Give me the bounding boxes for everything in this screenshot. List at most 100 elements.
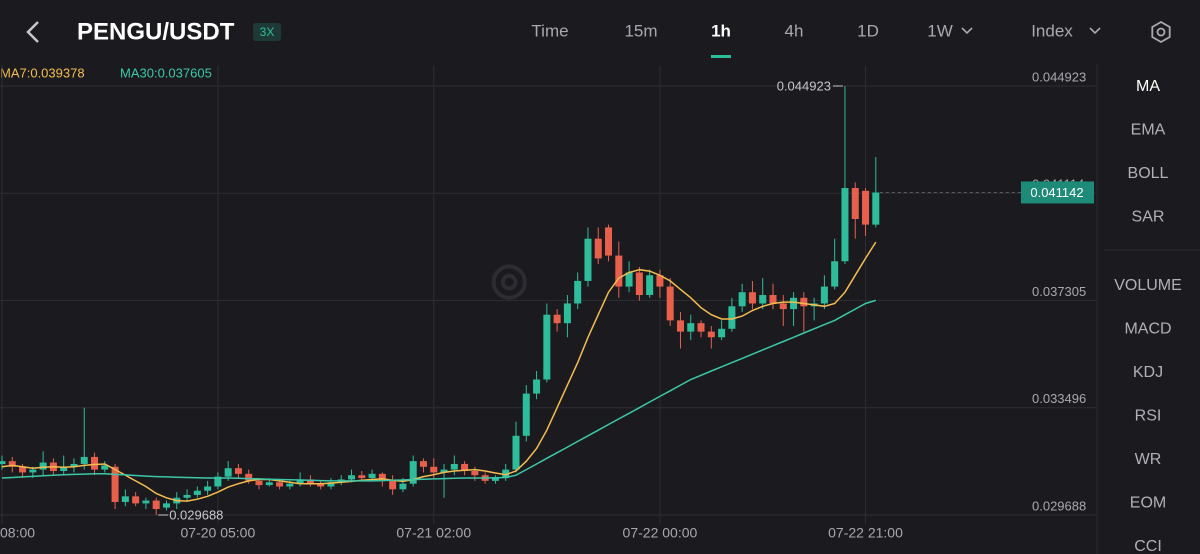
tab[interactable]: 1h	[711, 21, 731, 40]
ma-line	[1, 241, 877, 502]
candle-body	[574, 280, 582, 304]
back-button[interactable]	[26, 21, 39, 43]
tab[interactable]: 4h	[785, 21, 804, 40]
candle-body	[790, 297, 798, 310]
sub-indicator-option[interactable]: EOM	[1130, 495, 1166, 512]
sub-indicator-option[interactable]: MACD	[1124, 321, 1171, 338]
sub-indicator-option[interactable]: CCI	[1134, 538, 1162, 554]
candle-body	[748, 292, 756, 304]
candle-body	[39, 462, 47, 470]
candle-body	[676, 320, 684, 332]
pair-title: PENGU/USDT	[77, 18, 235, 45]
sub-indicator-option[interactable]: WR	[1135, 451, 1162, 468]
candle-body	[430, 466, 438, 473]
candle-body	[358, 475, 366, 479]
candle-body	[491, 478, 499, 481]
indicator-option[interactable]: EMA	[1131, 122, 1166, 139]
candle-body	[707, 331, 715, 338]
tab[interactable]: Index	[1031, 21, 1073, 40]
y-tick-label: 0.033496	[1032, 391, 1086, 406]
candle-body	[779, 303, 787, 310]
last-price-box	[1021, 181, 1094, 204]
candle-body	[214, 476, 222, 487]
ma-line	[1, 299, 877, 482]
x-tick-label: 07-22 00:00	[623, 525, 698, 541]
candle-body	[502, 469, 510, 479]
ma7-legend: MA7:0.039378	[0, 65, 85, 80]
candle-body	[769, 295, 777, 304]
candle-body	[368, 473, 376, 479]
ma30-legend: MA30:0.037605	[120, 65, 212, 80]
candle-body	[60, 466, 68, 472]
candle-body	[419, 461, 427, 467]
candle-body	[533, 379, 541, 394]
candle-body	[841, 188, 849, 262]
candle-body	[378, 473, 386, 481]
watermark: ◎	[490, 255, 528, 304]
candle-body	[29, 469, 37, 473]
candle-body	[820, 286, 828, 304]
candle-body	[193, 490, 201, 495]
candle-body	[204, 486, 212, 491]
candle-body	[872, 192, 880, 225]
candle-body	[70, 463, 78, 467]
candle-body	[152, 500, 160, 510]
candle-body	[245, 473, 253, 481]
candle-body	[162, 503, 170, 508]
candle-body	[543, 314, 551, 380]
candle-body	[183, 494, 191, 498]
candle-body	[317, 483, 325, 487]
candle-body	[646, 275, 654, 296]
tab[interactable]: 15m	[624, 21, 657, 40]
dropdown-arrow	[1089, 27, 1101, 35]
candle-body	[389, 480, 397, 490]
sub-indicator-option[interactable]: VOLUME	[1114, 277, 1182, 294]
indicator-option[interactable]: MA	[1136, 78, 1160, 95]
x-tick-label: 07-22 21:00	[828, 525, 903, 541]
candle-body	[851, 188, 859, 219]
candle-body	[101, 465, 109, 470]
candle-body	[738, 292, 746, 307]
indicator-option[interactable]: SAR	[1132, 209, 1165, 226]
sub-indicator-option[interactable]: KDJ	[1133, 364, 1163, 381]
candle-body	[409, 461, 417, 484]
candle-body	[759, 295, 767, 304]
candle-body	[584, 238, 592, 281]
candle-body	[8, 461, 16, 467]
gear-center	[1156, 27, 1166, 37]
candle-body	[563, 303, 571, 324]
tab[interactable]: 1D	[857, 21, 879, 40]
dropdown-arrow	[961, 27, 973, 35]
tab[interactable]: Time	[531, 21, 568, 40]
candle-body	[111, 466, 119, 502]
candle-body	[656, 275, 664, 287]
candle-body	[450, 463, 458, 470]
candle-body	[348, 475, 356, 480]
high-label: 0.044923	[777, 78, 831, 93]
candle-body	[327, 482, 335, 487]
candle-body	[800, 297, 808, 307]
sub-indicator-option[interactable]: RSI	[1135, 408, 1162, 425]
candle-body	[286, 483, 294, 487]
leverage-badge	[253, 23, 281, 41]
candle-body	[666, 286, 674, 321]
candle-body	[471, 471, 479, 476]
indicator-option[interactable]: BOLL	[1128, 165, 1169, 182]
y-tick-label: 0.037305	[1032, 284, 1086, 299]
candle-body	[594, 238, 602, 259]
leverage-text: 3X	[260, 25, 275, 39]
candle-body	[718, 328, 726, 338]
candle-body	[687, 323, 695, 332]
candle-body	[440, 469, 448, 473]
candle-body	[399, 483, 407, 490]
tab[interactable]: 1W	[927, 21, 953, 40]
x-tick-label: 07-21 02:00	[396, 525, 471, 541]
candle-body	[728, 306, 736, 329]
tab-underline	[711, 55, 731, 58]
candle-body	[121, 496, 129, 502]
candle-body	[306, 479, 314, 484]
x-tick-label: 08:00	[0, 525, 35, 541]
candle-body	[80, 456, 88, 464]
settings-icon[interactable]	[1151, 20, 1171, 44]
